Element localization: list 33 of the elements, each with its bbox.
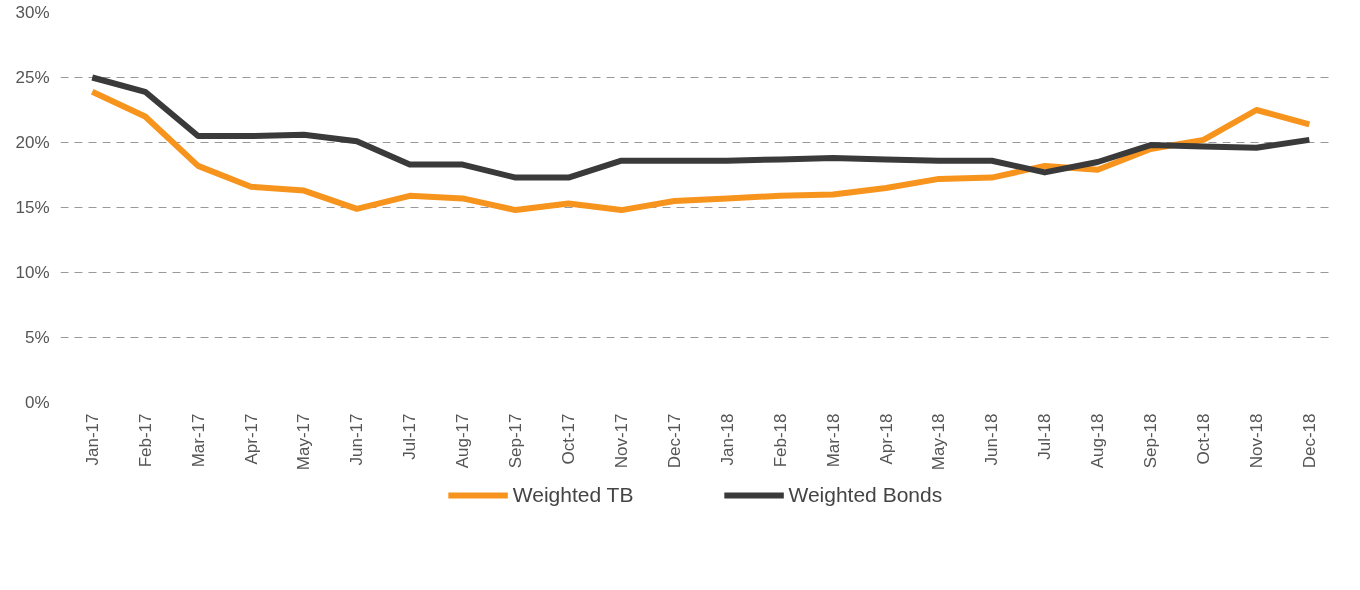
x-tick-label: May-18: [929, 413, 949, 471]
x-tick-label: Feb-18: [770, 413, 790, 468]
legend-label: Weighted Bonds: [788, 483, 943, 507]
x-tick-label: Aug-18: [1088, 413, 1108, 469]
y-tick-label: 5%: [24, 328, 50, 347]
legend-label: Weighted TB: [512, 483, 634, 507]
y-tick-label: 0%: [24, 393, 50, 412]
x-tick-label: Apr-17: [241, 413, 261, 465]
x-tick-label: May-17: [294, 413, 314, 471]
y-tick-label: 25%: [15, 68, 50, 87]
x-tick-label: Aug-17: [453, 413, 473, 469]
x-tick-label: Nov-17: [611, 413, 631, 469]
x-tick-label: Jun-18: [982, 413, 1002, 466]
x-tick-label: Dec-18: [1299, 413, 1319, 469]
x-tick-label: Oct-18: [1194, 413, 1213, 465]
x-tick-label: Dec-17: [664, 413, 684, 469]
y-tick-label: 20%: [15, 133, 50, 152]
y-tick-label: 10%: [15, 263, 50, 282]
x-tick-label: Jan-18: [717, 413, 737, 466]
x-tick-label: Jun-17: [347, 413, 367, 466]
x-tick-label: Mar-17: [188, 413, 208, 468]
x-tick-label: Nov-18: [1246, 413, 1266, 469]
y-tick-label: 30%: [15, 3, 50, 22]
y-tick-label: 15%: [15, 198, 50, 217]
x-tick-label: Feb-17: [135, 413, 155, 468]
x-tick-label: Apr-18: [876, 413, 896, 465]
x-tick-label: Jan-17: [82, 413, 102, 466]
x-tick-label: Sep-17: [506, 413, 526, 469]
x-tick-label: Oct-17: [559, 413, 578, 465]
x-tick-label: Jul-17: [400, 413, 420, 460]
x-tick-label: Mar-18: [823, 413, 843, 468]
x-tick-label: Jul-18: [1035, 413, 1055, 460]
x-tick-label: Sep-18: [1141, 413, 1161, 469]
